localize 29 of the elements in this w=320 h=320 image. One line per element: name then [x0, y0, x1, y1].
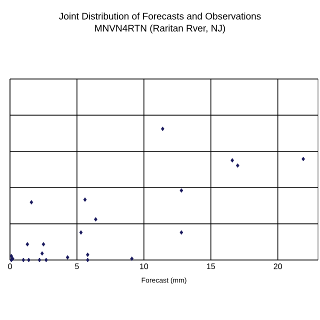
x-tick-label: 20 [274, 264, 282, 270]
point [230, 158, 234, 163]
point [38, 258, 42, 262]
x-tick-label: 10 [140, 264, 148, 270]
point [302, 156, 305, 162]
point [66, 255, 70, 260]
point [86, 252, 90, 257]
point [180, 230, 184, 235]
point [79, 230, 83, 235]
point [40, 251, 44, 256]
point [83, 197, 87, 202]
point [10, 254, 14, 258]
point [27, 258, 30, 262]
chart-subtitle: MNVN4RTN (Raritan Rver, NJ) [95, 24, 226, 34]
x-tick-label: 0 [8, 264, 12, 270]
point [44, 258, 48, 262]
point [236, 163, 240, 168]
x-tick-label: 15 [207, 264, 215, 270]
point [26, 242, 30, 246]
point [94, 217, 98, 222]
point [86, 258, 90, 262]
point [22, 258, 26, 262]
point [42, 242, 46, 246]
point [180, 188, 184, 193]
point [160, 126, 164, 132]
chart-title: Joint Distribution of Forecasts and Observations [59, 12, 261, 20]
point [30, 200, 34, 204]
point [130, 256, 134, 261]
x-tick-label: 5 [75, 264, 79, 270]
